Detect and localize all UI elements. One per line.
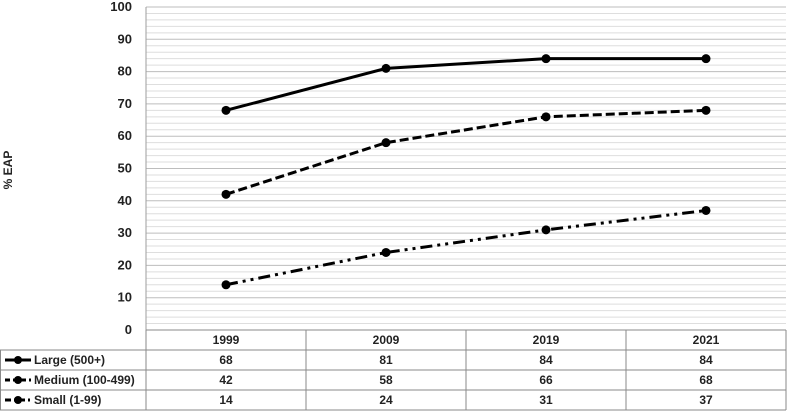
- table-value: 37: [699, 393, 713, 407]
- y-tick-label: 0: [125, 322, 132, 337]
- data-point: [701, 105, 711, 115]
- y-tick-label: 30: [118, 225, 132, 240]
- table-value: 42: [219, 373, 233, 387]
- table-value: 58: [379, 373, 393, 387]
- legend-key: [5, 376, 31, 384]
- data-point: [221, 280, 231, 290]
- y-tick-label: 80: [118, 64, 132, 79]
- table-value: 81: [379, 353, 393, 367]
- table-value: 31: [539, 393, 553, 407]
- y-axis-ticks: 0 10 20 30 40 50 60 70 80 90 100: [110, 0, 132, 337]
- data-point: [701, 205, 711, 215]
- y-tick-label: 20: [118, 257, 132, 272]
- data-point: [381, 138, 391, 148]
- data-point: [541, 54, 551, 64]
- series-1: [221, 54, 711, 115]
- y-tick-label: 100: [110, 0, 132, 14]
- series-3: [221, 205, 711, 290]
- x-tick-label: 2009: [373, 333, 400, 347]
- series-line: [225, 209, 707, 287]
- legend-key: [5, 396, 31, 404]
- table-value: 84: [539, 353, 553, 367]
- data-point: [701, 54, 711, 64]
- table-row: Large (500+) 68 81 84 84: [5, 353, 713, 367]
- y-tick-label: 70: [118, 96, 132, 111]
- series-line: [225, 108, 707, 196]
- data-point: [381, 247, 391, 257]
- table-value: 66: [539, 373, 553, 387]
- data-point: [541, 112, 551, 122]
- legend-label: Large (500+): [34, 353, 105, 367]
- y-tick-label: 50: [118, 161, 132, 176]
- y-axis-title: % EAP: [1, 151, 15, 190]
- data-point: [221, 189, 231, 199]
- series-lines: [221, 54, 711, 290]
- legend-label: Small (1-99): [34, 393, 101, 407]
- x-tick-label: 2021: [693, 333, 720, 347]
- grid-lines: [145, 6, 786, 410]
- legend-marker: [14, 396, 22, 404]
- data-point: [541, 225, 551, 235]
- x-tick-label: 1999: [213, 333, 240, 347]
- legend-key: [5, 356, 31, 364]
- y-tick-label: 60: [118, 128, 132, 143]
- table-value: 24: [379, 393, 393, 407]
- y-tick-label: 10: [118, 290, 132, 305]
- legend-marker: [14, 356, 22, 364]
- legend-label: Medium (100-499): [34, 373, 135, 387]
- y-tick-label: 90: [118, 31, 132, 46]
- table-value: 68: [699, 373, 713, 387]
- series-line: [225, 57, 706, 112]
- series-2: [221, 105, 711, 199]
- y-tick-label: 40: [118, 193, 132, 208]
- table-value: 68: [219, 353, 233, 367]
- table-row: Small (1-99) 14 24 31 37: [5, 393, 713, 407]
- data-point: [221, 105, 231, 115]
- x-tick-label: 2019: [533, 333, 560, 347]
- table-value: 14: [219, 393, 233, 407]
- table-value: 84: [699, 353, 713, 367]
- table-row: Medium (100-499) 42 58 66 68: [5, 373, 713, 387]
- legend-marker: [14, 376, 22, 384]
- data-point: [381, 63, 391, 73]
- data-table: 1999 2009 2019 2021 Large (500+) 68 81 84 84 Medi…: [0, 329, 787, 411]
